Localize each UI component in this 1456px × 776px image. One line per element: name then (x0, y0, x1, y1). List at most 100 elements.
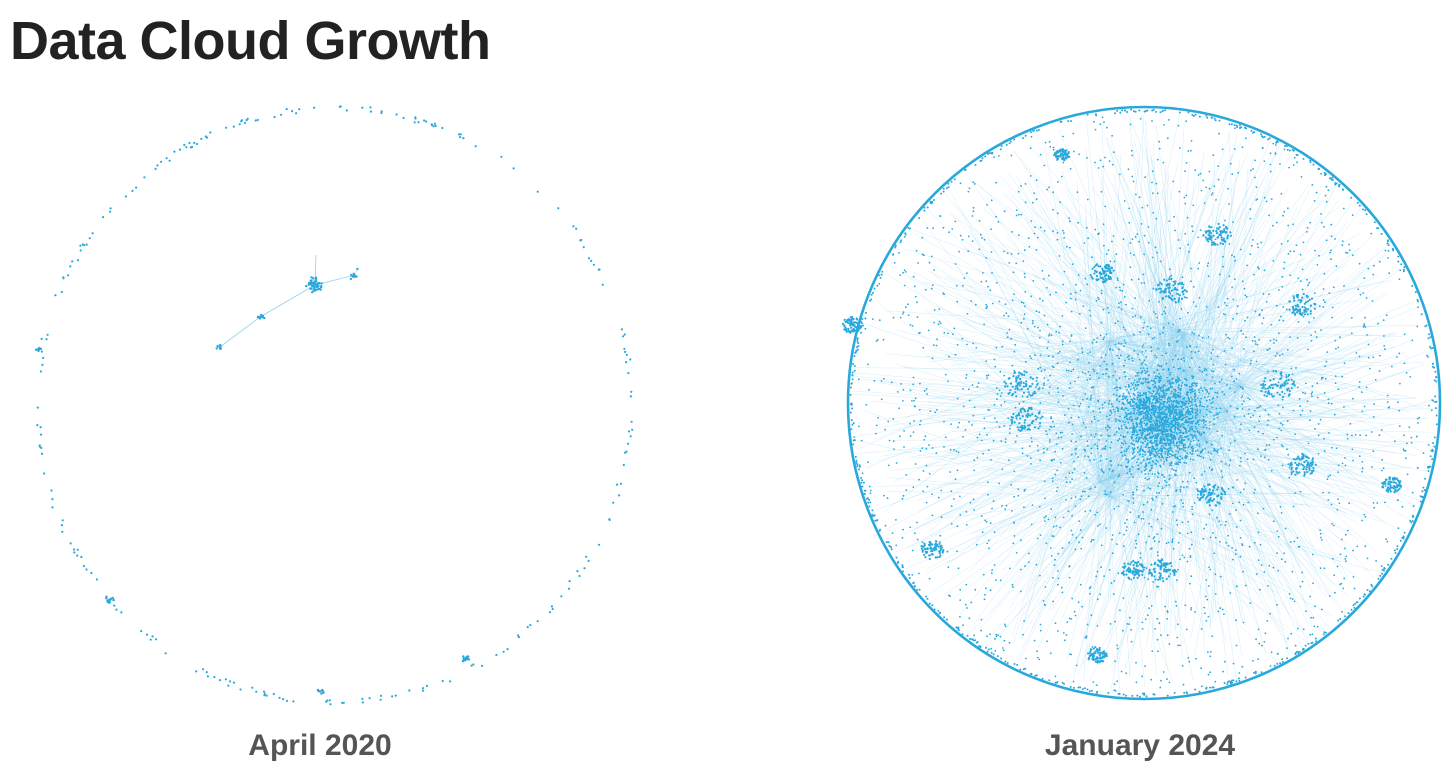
network-node (1022, 400, 1025, 403)
network-edge (1165, 245, 1239, 438)
network-node (1111, 134, 1113, 137)
network-node (1208, 410, 1211, 413)
network-node (1148, 477, 1150, 480)
network-edge (1005, 237, 1110, 341)
network-node (985, 257, 988, 259)
network-node (1205, 306, 1208, 308)
network-node (113, 604, 116, 607)
network-node (1174, 453, 1177, 456)
network-edge (1126, 416, 1199, 641)
network-node (1357, 288, 1360, 291)
network-node (883, 377, 885, 380)
network-node (947, 332, 949, 335)
network-node (937, 496, 940, 499)
network-node (1013, 350, 1016, 353)
network-node (1037, 236, 1039, 239)
network-node (1352, 397, 1354, 400)
network-node (1168, 379, 1171, 382)
network-node (1123, 403, 1125, 406)
network-node (1004, 438, 1007, 440)
network-node (1165, 542, 1168, 545)
network-node (1181, 276, 1184, 279)
network-node (1110, 441, 1113, 444)
network-node (1183, 196, 1186, 199)
network-node (1048, 274, 1050, 277)
network-node (265, 694, 268, 697)
network-node (1050, 508, 1053, 510)
network-edge (1109, 204, 1220, 341)
network-node (1160, 438, 1163, 440)
network-node (904, 306, 907, 309)
network-nodes-april-2020 (34, 105, 634, 706)
network-node (1048, 140, 1051, 143)
network-node (560, 595, 563, 598)
network-node (1177, 330, 1180, 333)
network-node (459, 136, 462, 139)
network-node (1310, 334, 1312, 336)
network-node (38, 444, 41, 447)
network-node (1095, 341, 1098, 344)
network-node (1236, 312, 1238, 315)
network-node (1343, 362, 1346, 364)
network-node (1008, 459, 1010, 462)
network-node (310, 276, 313, 279)
network-node (1179, 558, 1181, 561)
network-node (1323, 450, 1326, 452)
network-node (1180, 485, 1182, 488)
network-node (1205, 374, 1208, 376)
network-node (1253, 426, 1256, 428)
network-node (1061, 447, 1064, 450)
network-node (368, 697, 371, 700)
network-node (1260, 455, 1262, 457)
network-node (932, 344, 935, 346)
network-node (1141, 206, 1144, 209)
network-node (1106, 368, 1109, 371)
network-node (417, 121, 420, 124)
network-node (227, 684, 230, 687)
network-node (1111, 163, 1114, 166)
network-edge (1226, 401, 1357, 412)
network-edge (922, 281, 1185, 334)
network-node (1071, 597, 1074, 600)
network-node (1280, 444, 1283, 446)
network-node (1316, 382, 1319, 385)
network-node (1074, 448, 1077, 451)
network-node (1081, 371, 1084, 374)
network-node (1305, 610, 1307, 612)
network-node (85, 568, 88, 571)
network-edge (1088, 496, 1110, 628)
network-node (1099, 411, 1101, 414)
network-edge (852, 439, 1109, 497)
network-node (251, 686, 254, 689)
network-node (1069, 340, 1071, 343)
network-node (1075, 283, 1077, 286)
network-node (1063, 270, 1066, 273)
network-node (1334, 238, 1336, 240)
network-node (1365, 434, 1367, 437)
network-node (1042, 447, 1045, 450)
network-node (1307, 284, 1309, 286)
network-node (1281, 353, 1284, 356)
network-node (1116, 644, 1118, 647)
network-node (1003, 623, 1006, 626)
network-node (1084, 277, 1087, 280)
network-node (462, 655, 465, 658)
network-node (567, 587, 571, 590)
network-node (1093, 338, 1095, 341)
network-node (1049, 374, 1052, 377)
network-node (232, 125, 235, 128)
network-node (1194, 169, 1197, 172)
network-edge (1092, 186, 1179, 330)
network-node (1216, 516, 1218, 519)
network-node (1141, 621, 1144, 624)
network-node (1146, 386, 1149, 388)
network-node (425, 120, 428, 123)
network-edge (1065, 340, 1110, 427)
network-node (878, 282, 881, 285)
network-node (936, 409, 938, 411)
network-node (414, 117, 417, 120)
network-node (903, 235, 906, 238)
network-node (1049, 547, 1052, 549)
network-node (1240, 396, 1243, 399)
network-node (926, 227, 929, 229)
